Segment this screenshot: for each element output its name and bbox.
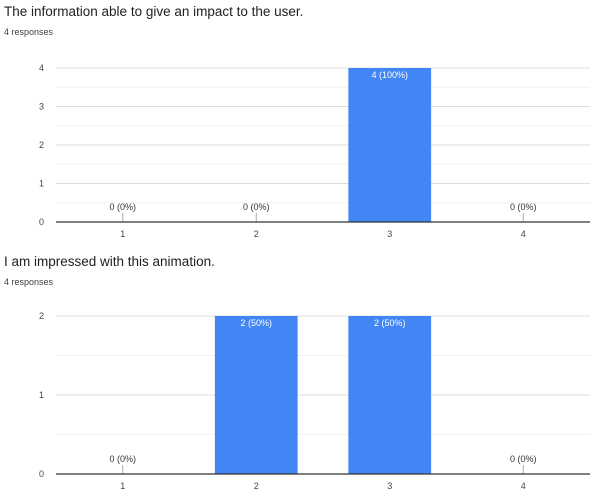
x-tick-label: 3 [387, 229, 392, 239]
x-tick-label: 1 [120, 481, 125, 491]
question-title-1: The information able to give an impact t… [4, 4, 304, 19]
response-count-1: 4 responses [4, 27, 54, 37]
data-label: 0 (0%) [510, 202, 537, 212]
data-label: 4 (100%) [371, 70, 408, 80]
x-tick-label: 2 [254, 229, 259, 239]
response-count-2: 4 responses [4, 277, 54, 287]
data-label: 2 (50%) [240, 318, 272, 328]
y-tick-label: 4 [39, 63, 44, 73]
bar-chart-1: 0 1 2 3 4 0 (0%) 1 0 (0%) 2 4 (100%) 3 0 (0%) 4 [39, 63, 590, 239]
x-tick-label: 4 [521, 481, 526, 491]
y-tick-label: 1 [39, 179, 44, 189]
bar-3 [348, 68, 432, 222]
bar-3 [348, 316, 432, 474]
x-tick-label: 2 [254, 481, 259, 491]
y-tick-label: 0 [39, 217, 44, 227]
y-tick-label: 2 [39, 311, 44, 321]
data-label: 0 (0%) [109, 202, 136, 212]
y-tick-label: 0 [39, 469, 44, 479]
y-tick-label: 1 [39, 390, 44, 400]
data-label: 0 (0%) [243, 202, 270, 212]
bar-2 [214, 316, 298, 474]
x-tick-label: 3 [387, 481, 392, 491]
data-label: 2 (50%) [374, 318, 406, 328]
y-tick-label: 2 [39, 140, 44, 150]
data-label: 0 (0%) [510, 454, 537, 464]
y-tick-label: 3 [39, 102, 44, 112]
question-title-2: I am impressed with this animation. [4, 254, 215, 269]
x-tick-label: 1 [120, 229, 125, 239]
data-label: 0 (0%) [109, 454, 136, 464]
x-tick-label: 4 [521, 229, 526, 239]
